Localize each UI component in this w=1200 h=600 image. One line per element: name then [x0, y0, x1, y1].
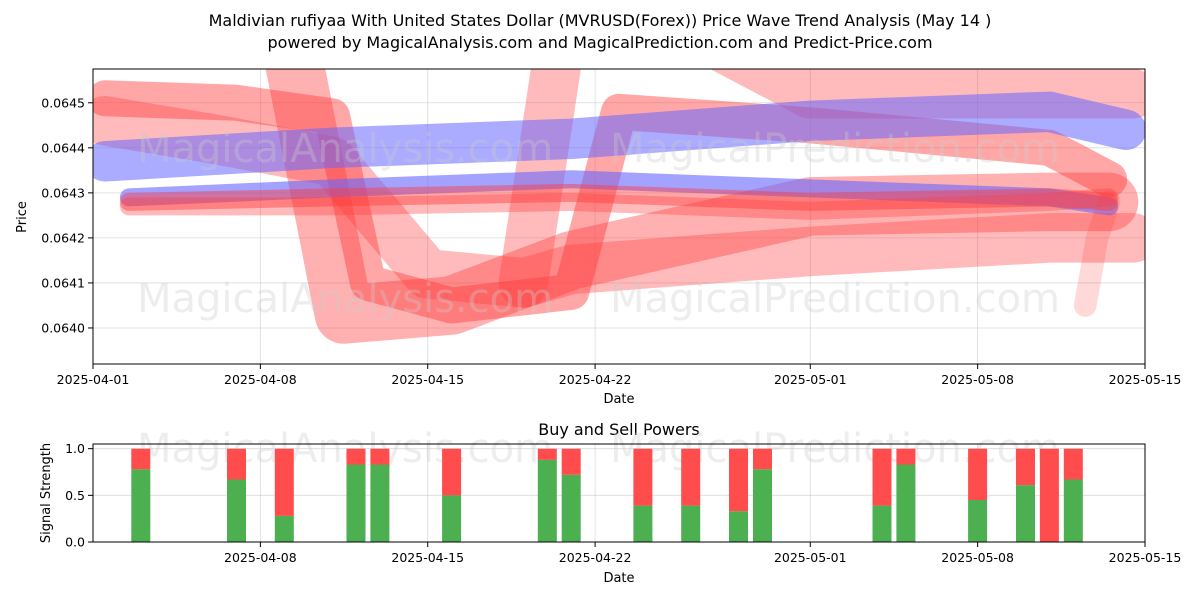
bottom-x-tick-label: 2025-04-08	[224, 550, 297, 565]
buy-bar	[537, 459, 557, 542]
bottom-plot-frame	[92, 443, 1146, 543]
top-x-tick-label: 2025-04-22	[559, 372, 632, 387]
top-y-tick-label: 0.0640	[41, 320, 85, 335]
watermark-analysis-bottom: MagicalAnalysis.com	[137, 426, 553, 472]
bottom-x-axis-label: Date	[603, 571, 634, 586]
top-x-tick-label: 2025-05-01	[774, 372, 847, 387]
top-y-tick-label: 0.0643	[41, 185, 85, 200]
bottom-y-ticks: 0.0 0.5 1.0	[65, 441, 93, 550]
series-line-wave-c	[498, 69, 1145, 308]
watermark-prediction-bottom: MagicalPrediction.com	[610, 426, 1060, 472]
price-wave-panel: MagicalAnalysis.com MagicalPrediction.co…	[15, 68, 1182, 407]
sell-bar	[872, 448, 892, 506]
buy-sell-panel: Buy and Sell Powers MagicalAnalysis.com …	[39, 420, 1181, 586]
sell-bar	[561, 448, 581, 475]
buy-bar	[896, 464, 916, 542]
bottom-x-tick-label: 2025-05-01	[774, 550, 847, 565]
series-line-wave-g	[119, 183, 1119, 211]
sell-bar	[968, 448, 988, 500]
top-x-tick-label: 2025-04-15	[391, 372, 464, 387]
sell-bar	[370, 448, 390, 465]
sell-bar	[227, 448, 246, 480]
buy-bar	[681, 505, 701, 542]
buy-bar	[346, 464, 366, 542]
chart-title-line2: powered by MagicalAnalysis.com and Magic…	[267, 33, 932, 52]
chart-title-line1: Maldivian rufiyaa With United States Dol…	[209, 11, 992, 30]
top-x-axis-label: Date	[603, 392, 634, 407]
top-x-tick-label: 2025-04-01	[57, 372, 130, 387]
watermark-analysis-mid: MagicalAnalysis.com	[137, 276, 553, 322]
sell-bar	[346, 448, 366, 465]
top-y-tick-label: 0.0641	[41, 275, 85, 290]
sell-bar	[1039, 448, 1059, 542]
top-y-ticks: 0.0640 0.0641 0.0642 0.0643 0.0644 0.0645	[41, 95, 93, 335]
buy-bar	[274, 515, 294, 542]
buy-bar	[561, 474, 581, 542]
watermark-prediction-top: MagicalPrediction.com	[610, 126, 1060, 172]
watermark-analysis-top: MagicalAnalysis.com	[137, 126, 553, 172]
top-x-tick-label: 2025-05-08	[941, 372, 1014, 387]
bottom-x-tick-label: 2025-04-15	[391, 550, 464, 565]
buy-bar	[1016, 485, 1035, 542]
top-plot-frame	[92, 68, 1146, 365]
buy-bar	[227, 479, 246, 542]
sell-bar	[681, 448, 701, 506]
top-y-axis-label: Price	[15, 201, 30, 233]
series-line-wave-h	[119, 188, 1119, 220]
series-line-wave-f	[119, 170, 1119, 216]
sell-bar	[753, 448, 772, 470]
buy-bar	[729, 511, 748, 542]
bottom-x-tick-label: 2025-05-08	[941, 550, 1014, 565]
buy-bar	[872, 505, 892, 542]
buy-bar	[968, 500, 988, 542]
top-y-tick-label: 0.0645	[41, 95, 85, 110]
bottom-chart-title: Buy and Sell Powers	[538, 420, 700, 439]
top-y-tick-label: 0.0642	[41, 230, 85, 245]
buy-bar	[753, 469, 772, 542]
top-x-tick-label: 2025-05-15	[1109, 372, 1182, 387]
bottom-y-tick-label: 0.0	[65, 535, 85, 550]
sell-bar	[537, 448, 557, 460]
series-line-wave-e	[93, 91, 1145, 182]
watermark-prediction-mid: MagicalPrediction.com	[610, 276, 1060, 322]
bottom-x-tick-label: 2025-04-22	[559, 550, 632, 565]
sell-bar	[1063, 448, 1083, 480]
bottom-y-tick-label: 1.0	[65, 441, 85, 456]
sell-bar	[274, 448, 294, 516]
sell-bar	[442, 448, 462, 496]
sell-bar	[131, 448, 151, 470]
wave-series-group	[93, 69, 1145, 344]
top-y-tick-label: 0.0644	[41, 140, 85, 155]
series-line-wave-i	[1073, 190, 1121, 317]
bottom-y-tick-label: 0.5	[65, 488, 85, 503]
sell-bar	[633, 448, 653, 506]
buy-bar	[370, 464, 390, 542]
sell-bar	[896, 448, 916, 465]
buy-bar	[633, 505, 653, 542]
top-x-ticks: 2025-04-01 2025-04-08 2025-04-15 2025-04-22…	[57, 364, 1182, 387]
bottom-x-ticks: 2025-04-08 2025-04-15 2025-04-22 2025-05-01…	[224, 542, 1181, 565]
bottom-x-tick-label: 2025-05-15	[1109, 550, 1182, 565]
series-line-wave-a	[265, 69, 1139, 344]
buy-bar	[442, 495, 462, 542]
bottom-y-axis-label: Signal Strength	[39, 443, 54, 543]
buy-sell-bars	[131, 448, 1083, 542]
sell-bar	[1016, 448, 1035, 486]
buy-bar	[131, 469, 151, 542]
sell-bar	[729, 448, 748, 512]
top-x-tick-label: 2025-04-08	[224, 372, 297, 387]
buy-bar	[1063, 479, 1083, 542]
